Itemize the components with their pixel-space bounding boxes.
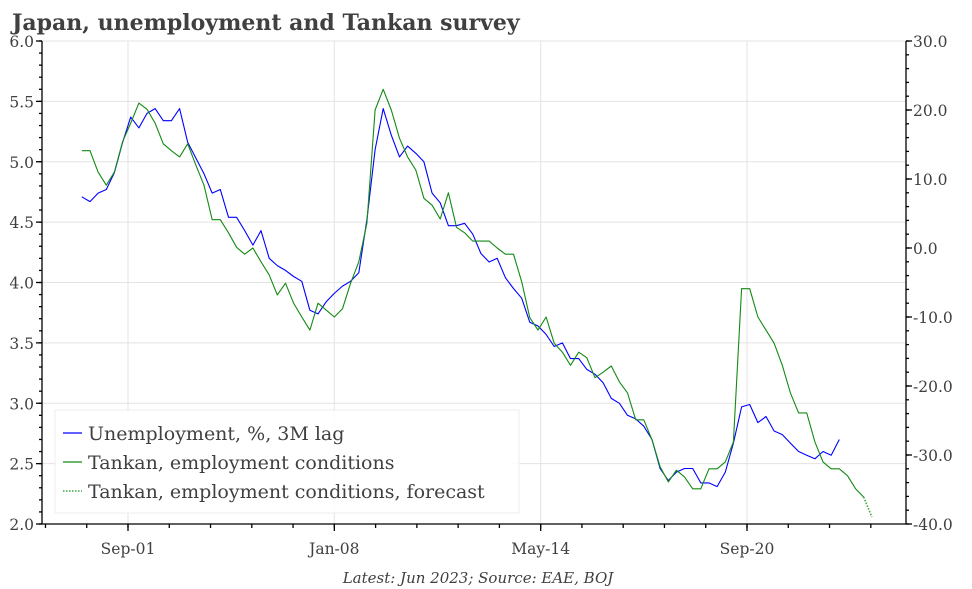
legend-box <box>54 409 520 514</box>
right-tick-label: -10.0 <box>913 309 953 327</box>
tankan-forecast-line <box>862 496 873 518</box>
right-tick-label: -20.0 <box>913 378 953 396</box>
series-lines <box>81 88 873 518</box>
left-tick-label: 5.5 <box>9 93 34 111</box>
right-tick-label: -40.0 <box>913 516 953 534</box>
unemployment-line <box>81 108 840 488</box>
legend: Unemployment, %, 3M lag Tankan, employme… <box>54 409 520 514</box>
left-tick-label: 2.5 <box>9 456 34 474</box>
x-tick-label: May-14 <box>511 540 570 558</box>
left-tick-label: 2.0 <box>9 516 34 534</box>
left-tick-label: 6.0 <box>9 33 34 51</box>
right-tick-label: 0.0 <box>913 240 938 258</box>
legend-label-unemployment: Unemployment, %, 3M lag <box>88 423 344 445</box>
left-tick-label: 4.0 <box>9 275 34 293</box>
axes: 2.0 2.5 3.0 3.5 4.0 4.5 5.0 5.5 6.0 -40.0 -30.0 -20… <box>9 33 952 558</box>
chart-title: Japan, unemployment and Tankan survey <box>10 10 521 36</box>
chart-footer-source: Latest: Jun 2023; Source: EAE, BOJ <box>342 569 615 587</box>
right-tick-label: -30.0 <box>913 447 953 465</box>
x-tick-label: Jan-08 <box>307 540 359 558</box>
legend-label-tankan: Tankan, employment conditions <box>88 452 394 474</box>
left-tick-label: 3.5 <box>9 335 34 353</box>
x-tick-label: Sep-01 <box>101 540 156 558</box>
right-tick-label: 20.0 <box>913 102 948 120</box>
right-tick-label: 10.0 <box>913 171 948 189</box>
right-tick-label: 30.0 <box>913 33 948 51</box>
legend-label-tankan-forecast: Tankan, employment conditions, forecast <box>88 481 485 503</box>
tankan-line <box>81 88 865 498</box>
gridlines <box>42 40 906 525</box>
x-tick-label: Sep-20 <box>720 540 775 558</box>
left-tick-label: 4.5 <box>9 214 34 232</box>
left-tick-label: 3.0 <box>9 395 34 413</box>
left-tick-label: 5.0 <box>9 154 34 172</box>
